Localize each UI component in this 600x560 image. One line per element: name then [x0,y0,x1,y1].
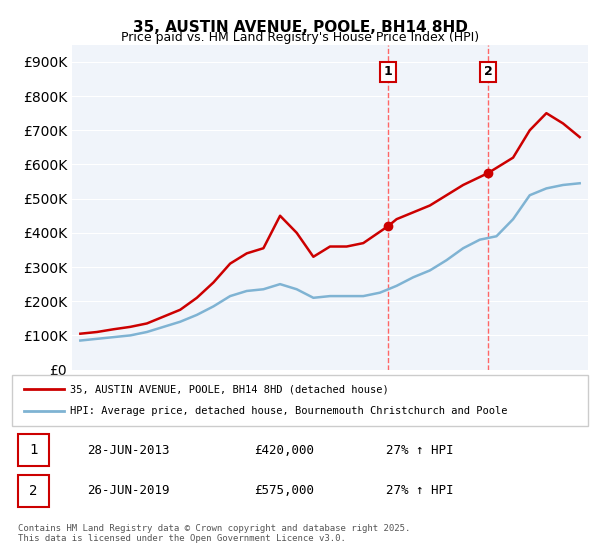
Text: 26-JUN-2019: 26-JUN-2019 [87,484,169,497]
FancyBboxPatch shape [18,435,49,466]
Text: 27% ↑ HPI: 27% ↑ HPI [386,444,454,456]
Text: 2: 2 [484,66,493,78]
Text: 35, AUSTIN AVENUE, POOLE, BH14 8HD: 35, AUSTIN AVENUE, POOLE, BH14 8HD [133,20,467,35]
FancyBboxPatch shape [18,475,49,506]
Text: 35, AUSTIN AVENUE, POOLE, BH14 8HD (detached house): 35, AUSTIN AVENUE, POOLE, BH14 8HD (deta… [70,384,388,394]
Text: 1: 1 [29,443,37,457]
Text: 1: 1 [384,66,392,78]
FancyBboxPatch shape [12,375,588,426]
Text: 2: 2 [29,484,37,498]
Text: £575,000: £575,000 [254,484,314,497]
Text: Contains HM Land Registry data © Crown copyright and database right 2025.
This d: Contains HM Land Registry data © Crown c… [18,524,410,543]
Text: Price paid vs. HM Land Registry's House Price Index (HPI): Price paid vs. HM Land Registry's House … [121,31,479,44]
Text: £420,000: £420,000 [254,444,314,456]
Text: 27% ↑ HPI: 27% ↑ HPI [386,484,454,497]
Text: 28-JUN-2013: 28-JUN-2013 [87,444,169,456]
Text: HPI: Average price, detached house, Bournemouth Christchurch and Poole: HPI: Average price, detached house, Bour… [70,407,507,417]
